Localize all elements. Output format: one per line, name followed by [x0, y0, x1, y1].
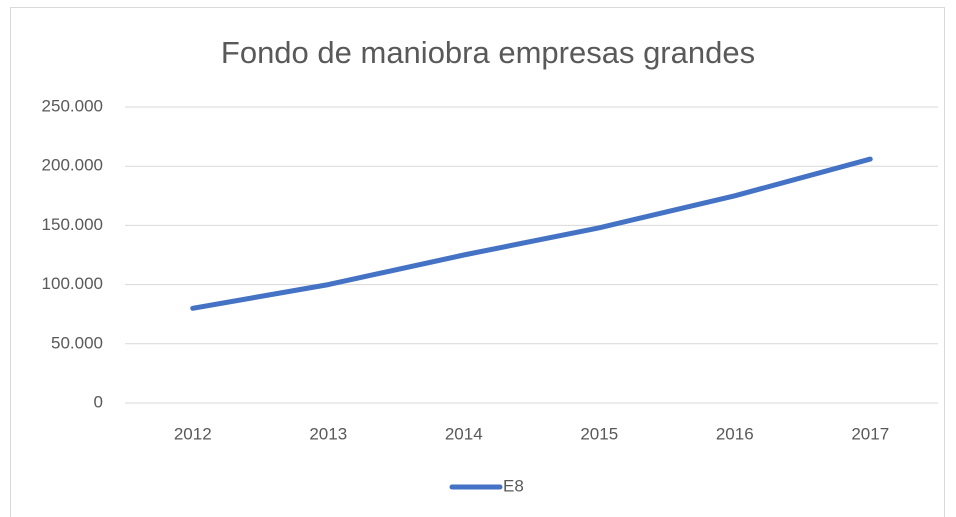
y-tick-label: 100.000	[42, 274, 103, 293]
y-tick-label: 250.000	[42, 96, 103, 115]
x-tick-label: 2017	[851, 424, 889, 443]
chart-border	[10, 7, 945, 517]
series-line	[190, 156, 873, 311]
x-tick-label: 2016	[716, 424, 754, 443]
x-tick-label: 2014	[445, 424, 483, 443]
y-tick-label: 150.000	[42, 215, 103, 234]
x-tick-label: 2012	[174, 424, 212, 443]
chart-title: Fondo de maniobra empresas grandes	[221, 35, 755, 70]
y-tick-label: 50.000	[51, 333, 103, 352]
legend-label: E8	[503, 476, 524, 495]
y-tick-label: 200.000	[42, 156, 103, 175]
y-tick-label: 0	[94, 392, 103, 411]
x-tick-label: 2015	[580, 424, 618, 443]
x-tick-label: 2013	[309, 424, 347, 443]
